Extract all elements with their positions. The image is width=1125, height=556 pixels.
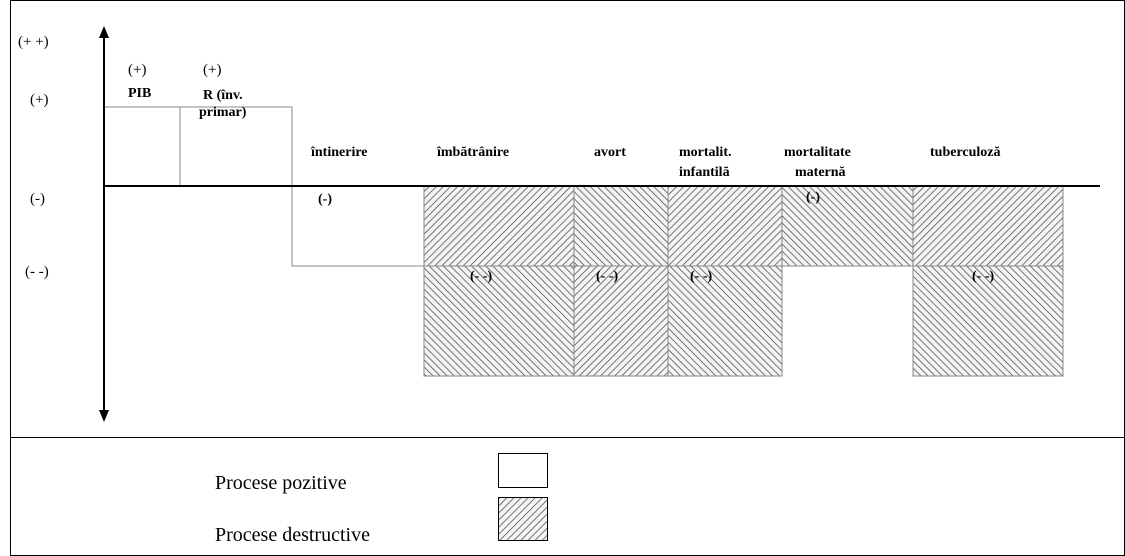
column-label: tuberculoză: [930, 145, 1001, 160]
column-label: îmbătrânire: [436, 145, 509, 160]
bars: [103, 106, 1064, 377]
level-label: (- -): [25, 264, 49, 280]
level-label: (-): [30, 191, 45, 207]
legend-frame: [10, 437, 1125, 556]
bar-destructive: [423, 265, 575, 377]
column-level: (+): [128, 62, 146, 78]
column-label: mortalit.: [679, 145, 731, 160]
column-level: (+): [203, 62, 221, 78]
bar-destructive: [573, 185, 669, 267]
bar-level: (- -): [972, 269, 994, 284]
bar-level: (- -): [470, 269, 492, 284]
level-label: (+ +): [18, 34, 49, 50]
bar-destructive: [667, 185, 783, 267]
column-label: R (înv.: [203, 88, 243, 103]
bar-destructive: [912, 265, 1064, 377]
level-label: (+): [30, 92, 48, 108]
bar-destructive: [423, 185, 575, 267]
bar-destructive: [573, 265, 669, 377]
bar-level: (- -): [690, 269, 712, 284]
column-label: primar): [199, 105, 247, 120]
bar-destructive: [781, 185, 914, 267]
column-label: PIB: [128, 86, 151, 101]
column-label: maternă: [795, 165, 846, 180]
legend-label: Procese destructive: [215, 524, 370, 546]
bar-level: (-): [318, 192, 332, 207]
column-label: avort: [594, 145, 626, 160]
arrow-up: [99, 26, 109, 38]
arrow-down: [99, 410, 109, 422]
bar-destructive: [667, 265, 783, 377]
bar-positive: [103, 106, 181, 187]
column-label: mortalitate: [784, 145, 851, 160]
bar-destructive: [912, 185, 1064, 267]
bar-level: (- -): [596, 269, 618, 284]
bar-level: (-): [806, 190, 820, 205]
legend-swatch: [498, 453, 548, 488]
column-label: întinerire: [310, 145, 368, 160]
legend-label: Procese pozitive: [215, 472, 347, 494]
legend-swatch: [498, 497, 548, 541]
column-label: infantilă: [679, 165, 730, 180]
bar-negative: [291, 185, 425, 267]
bar-positive: [179, 106, 293, 187]
